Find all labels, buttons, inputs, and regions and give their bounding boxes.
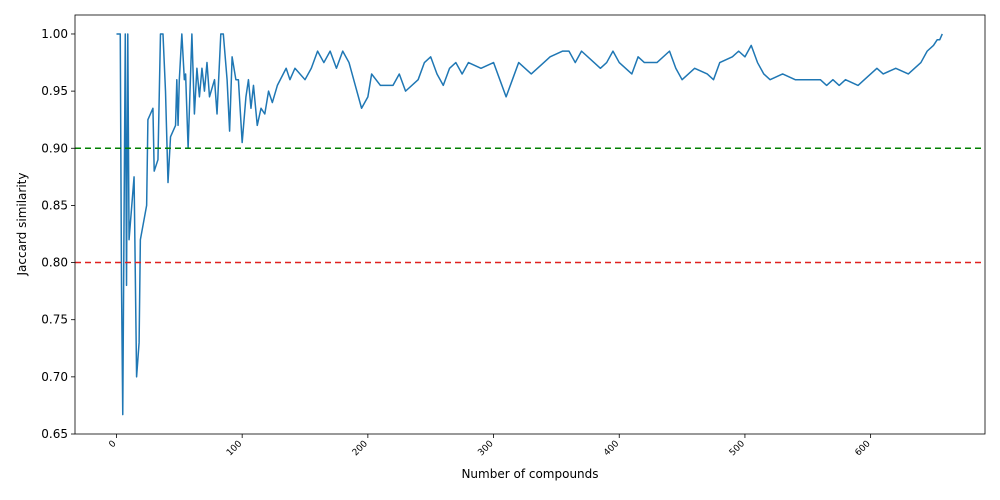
y-axis-label: Jaccard similarity bbox=[15, 173, 29, 277]
y-tick-label: 1.00 bbox=[41, 27, 68, 41]
y-tick-label: 0.80 bbox=[41, 256, 68, 270]
x-axis-label: Number of compounds bbox=[461, 467, 598, 481]
x-tick-label: 600 bbox=[854, 439, 873, 458]
y-tick-label: 0.90 bbox=[41, 141, 68, 155]
x-tick-label: 400 bbox=[602, 439, 621, 458]
data-line bbox=[116, 33, 943, 416]
plot-frame bbox=[74, 14, 986, 435]
x-tick-label: 300 bbox=[476, 439, 495, 458]
x-tick-label: 200 bbox=[351, 439, 370, 458]
y-tick-label: 0.65 bbox=[41, 427, 68, 441]
y-tick-label: 0.85 bbox=[41, 198, 68, 212]
x-tick-label: 0 bbox=[107, 439, 118, 450]
y-tick-label: 0.95 bbox=[41, 84, 68, 98]
x-tick-label: 500 bbox=[728, 439, 747, 458]
x-tick-label: 100 bbox=[225, 439, 244, 458]
y-tick-label: 0.75 bbox=[41, 313, 68, 327]
y-tick-label: 0.70 bbox=[41, 370, 68, 384]
